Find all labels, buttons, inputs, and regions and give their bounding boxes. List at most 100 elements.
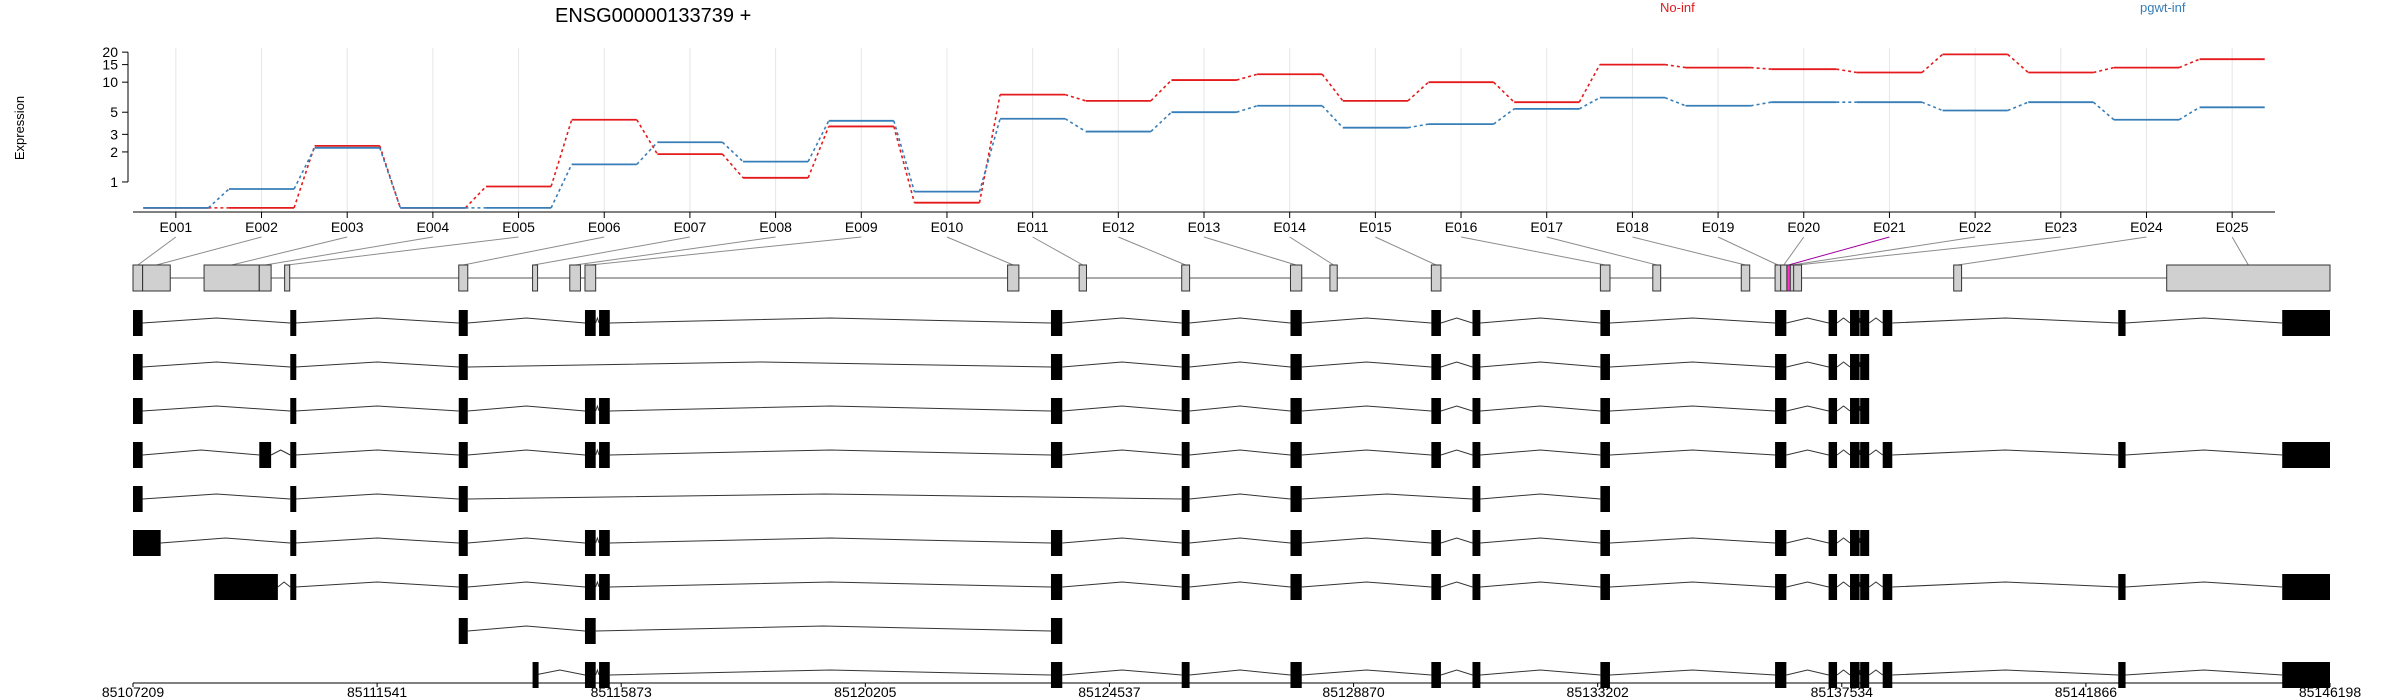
connector-segment: [1750, 101, 1772, 107]
intron-line: [1480, 317, 1601, 324]
intron-line: [1836, 317, 1851, 324]
transcript-exon: [1600, 530, 1610, 556]
transcript-exon: [2118, 442, 2126, 468]
genome-tick-label: 85141866: [2055, 684, 2118, 700]
transcript-exon: [1828, 354, 1838, 380]
connector-segment: [464, 185, 487, 209]
exon-connector: [1546, 236, 1657, 266]
exon-connector: [1375, 236, 1437, 266]
exon-bin-e010: [1007, 264, 1020, 292]
transcript-exon: [599, 530, 610, 556]
intron-line: [1480, 449, 1601, 456]
connector-segment: [207, 188, 230, 209]
exon-connector: [590, 236, 862, 266]
exon-connector: [533, 236, 691, 266]
transcript-exon: [290, 310, 297, 336]
exon-connector: [2231, 236, 2249, 266]
transcript-exon: [133, 354, 143, 380]
x-tick-label-e005: E005: [502, 219, 535, 235]
transcript-exon: [1860, 398, 1870, 424]
transcript-exon: [458, 618, 468, 644]
genome-tick-label: 85146198: [2299, 684, 2362, 700]
intron-line: [1480, 669, 1601, 676]
transcript-row: [133, 486, 1610, 512]
legend-no-inf: No-inf: [1660, 0, 1695, 15]
transcript-exon: [1472, 398, 1481, 424]
y-tick-label: 2: [110, 144, 118, 160]
y-tick-label: 10: [102, 74, 118, 90]
connector-segment: [636, 119, 659, 155]
intron-line: [295, 317, 459, 324]
intron-line: [1301, 537, 1432, 544]
connector-segment: [1921, 101, 1943, 112]
exon-connector: [1957, 236, 2147, 266]
exon-bin-e005: [284, 264, 291, 292]
transcript-exon: [1290, 662, 1302, 688]
intron-line: [1189, 537, 1291, 544]
intron-line: [467, 449, 586, 456]
intron-line: [1480, 405, 1601, 412]
intron-line: [1609, 361, 1776, 368]
x-tick-label-e025: E025: [2216, 219, 2249, 235]
x-tick-label-e011: E011: [1017, 219, 1049, 235]
x-tick-label-e022: E022: [1959, 219, 1992, 235]
intron-line: [1892, 669, 2119, 676]
connector-segment: [978, 94, 1001, 203]
intron-line: [609, 405, 1051, 412]
transcript-exon: [1181, 310, 1190, 336]
intron-line: [142, 405, 291, 412]
exon-bin-e004: [258, 264, 272, 292]
intron-line: [2125, 449, 2283, 456]
intron-line: [142, 493, 291, 500]
transcript-exon: [1600, 354, 1610, 380]
intron-line: [1301, 361, 1432, 368]
y-tick-label: 15: [102, 57, 118, 73]
intron-line: [1786, 317, 1829, 324]
exon-connector: [137, 236, 177, 266]
intron-line: [467, 361, 1051, 368]
genome-axis: 85107209 85111541 85115873 85120205 85124537…: [102, 682, 2362, 700]
transcript-exon: [1290, 442, 1302, 468]
connector-segment: [1150, 79, 1173, 102]
transcript-exon: [584, 530, 596, 556]
intron-line: [1609, 317, 1776, 324]
transcript-exon: [1181, 486, 1190, 512]
transcript-exon: [1290, 398, 1302, 424]
intron-line: [1786, 537, 1829, 544]
y-tick-label: 1: [110, 174, 118, 190]
transcript-exon: [599, 574, 610, 600]
connector-segment: [1578, 64, 1601, 103]
transcript-exon: [532, 662, 539, 688]
transcript-exon: [1860, 442, 1870, 468]
connector-segment: [2178, 58, 2200, 69]
transcript-exon: [1860, 662, 1870, 688]
transcript-exon: [458, 354, 468, 380]
transcript-exon: [1472, 310, 1481, 336]
transcript-exon: [1600, 486, 1610, 512]
connector-segment: [1321, 73, 1344, 102]
connector-segment: [978, 118, 1001, 192]
x-axis: E001 E002 E003 E004 E005 E006 E007 E008 E009 E010…: [133, 211, 2275, 235]
transcript-exon: [1850, 310, 1860, 336]
x-tick-label-e020: E020: [1787, 219, 1820, 235]
transcript-exon: [1472, 662, 1481, 688]
exon-bin-e003: [203, 264, 260, 292]
x-tick-label-e017: E017: [1530, 219, 1563, 235]
exon-bin-e001: [132, 264, 144, 292]
transcript-exon: [1775, 398, 1787, 424]
intron-line: [1609, 449, 1776, 456]
x-tick-label-e008: E008: [759, 219, 792, 235]
genome-tick-label: 85133202: [1567, 684, 1630, 700]
intron-line: [1301, 405, 1432, 412]
transcript-exon: [1828, 662, 1838, 688]
transcript-exon: [1828, 442, 1838, 468]
transcript-exon: [1290, 354, 1302, 380]
intron-line: [1786, 669, 1829, 676]
intron-line: [1859, 361, 1861, 368]
intron-line: [1859, 581, 1861, 588]
transcript-exon: [1431, 354, 1441, 380]
intron-line: [609, 669, 1051, 676]
connector-segment: [1836, 68, 1858, 74]
